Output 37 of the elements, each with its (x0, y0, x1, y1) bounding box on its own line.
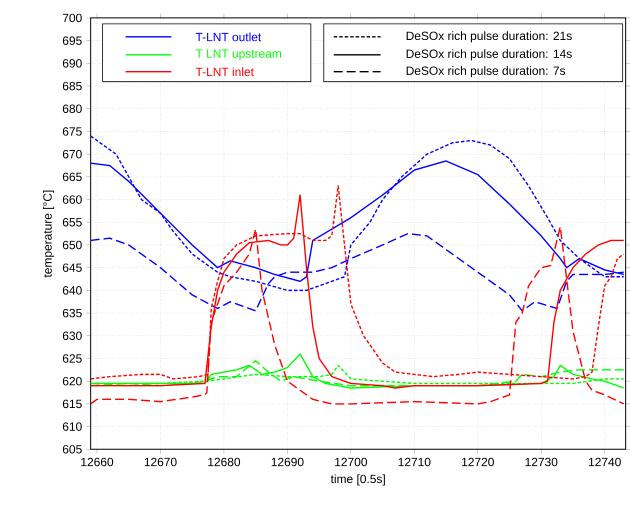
y-tick-label: 620 (62, 376, 82, 386)
y-tick-label: 665 (62, 172, 82, 182)
y-tick-label: 615 (62, 400, 82, 408)
x-tick-label: 12730 (526, 458, 558, 466)
y-axis-title: temperature [°C] (42, 190, 54, 278)
y-tick-label: 680 (62, 104, 82, 113)
x-tick-label: 12660 (81, 458, 114, 466)
y-tick-label: 655 (62, 218, 82, 226)
y-tick-label: 635 (62, 308, 82, 318)
x-tick-label: 12720 (462, 458, 494, 466)
y-tick-label: 640 (62, 286, 82, 295)
annotation: DeSOx rich pulse duration: 7s (406, 66, 566, 78)
annotation: DeSOx rich pulse duration: 14s (406, 49, 572, 60)
x-tick-label: 12740 (588, 458, 621, 466)
y-tick-label: 610 (62, 422, 82, 431)
x-tick-label: 12680 (208, 458, 240, 466)
annotation: T-LNT outlet (196, 32, 262, 42)
y-tick-label: 670 (62, 150, 82, 158)
x-tick-label: 12700 (335, 458, 368, 466)
y-tick-label: 700 (62, 14, 82, 22)
y-tick-label: 660 (62, 195, 82, 204)
annotation: T LNT upstream (196, 49, 282, 60)
y-tick-label: 695 (62, 36, 82, 45)
y-tick-label: 645 (62, 263, 82, 272)
x-tick-label: 12690 (272, 458, 304, 466)
x-tick-label: 12670 (144, 458, 177, 466)
y-tick-label: 675 (62, 127, 82, 136)
y-tick-label: 605 (62, 445, 82, 454)
x-axis-title: time [0.5s] (330, 474, 385, 486)
y-tick-label: 630 (62, 332, 82, 340)
x-tick-label: 12710 (398, 458, 430, 466)
y-tick-label: 650 (62, 240, 82, 250)
y-tick-label: 625 (62, 354, 82, 363)
annotation: DeSOx rich pulse duration: 21s (406, 31, 572, 42)
y-tick-label: 685 (62, 82, 82, 90)
annotation: T-LNT inlet (196, 67, 254, 76)
y-tick-label: 690 (62, 59, 82, 68)
